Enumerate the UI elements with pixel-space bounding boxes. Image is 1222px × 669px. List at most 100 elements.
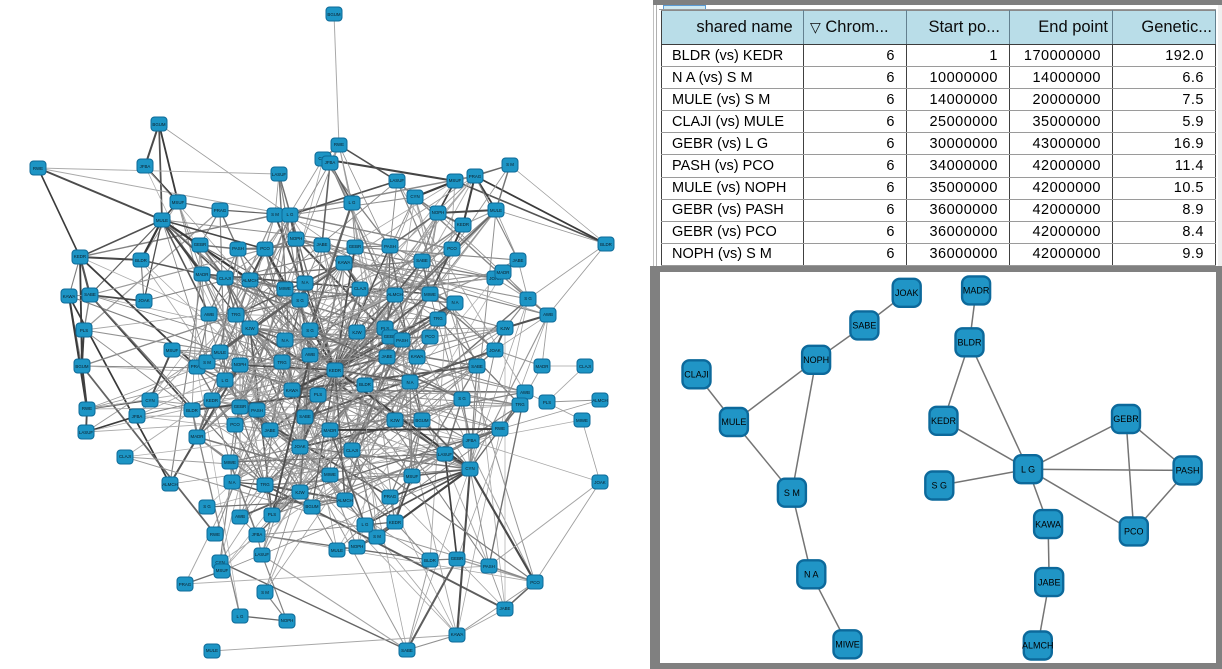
- svg-text:JABE: JABE: [265, 428, 276, 433]
- svg-text:MADR: MADR: [196, 272, 209, 277]
- svg-text:PCO: PCO: [260, 246, 270, 251]
- svg-text:KJW: KJW: [352, 330, 362, 335]
- svg-text:TRG: TRG: [231, 312, 241, 317]
- svg-text:AWB: AWB: [204, 312, 214, 317]
- svg-text:LASUF: LASUF: [438, 452, 452, 457]
- svg-text:PASH: PASH: [483, 564, 495, 569]
- svg-text:JOAK: JOAK: [294, 444, 306, 449]
- svg-text:TRG: TRG: [515, 402, 525, 407]
- svg-text:JOAK: JOAK: [489, 348, 501, 353]
- svg-text:KAWA: KAWA: [338, 260, 351, 265]
- svg-text:MIWE: MIWE: [424, 292, 436, 297]
- svg-text:N A: N A: [301, 280, 308, 285]
- svg-text:AWB: AWB: [235, 514, 245, 519]
- svg-text:SABE: SABE: [84, 292, 96, 297]
- svg-text:CYN: CYN: [465, 466, 474, 471]
- svg-text:S G: S G: [524, 296, 532, 301]
- svg-text:KAWA: KAWA: [411, 354, 424, 359]
- svg-text:JOAK: JOAK: [489, 276, 501, 281]
- svg-text:SABE: SABE: [416, 258, 428, 263]
- svg-text:CLAJI: CLAJI: [346, 448, 358, 453]
- svg-text:MADR: MADR: [324, 428, 337, 433]
- svg-text:GEBR: GEBR: [384, 334, 396, 339]
- svg-text:L G: L G: [349, 200, 356, 205]
- svg-text:LASUF: LASUF: [255, 552, 269, 557]
- svg-text:MULE: MULE: [206, 648, 218, 653]
- svg-text:RWE: RWE: [210, 532, 220, 537]
- svg-text:KEDR: KEDR: [329, 368, 341, 373]
- svg-text:LASUF: LASUF: [272, 172, 286, 177]
- svg-text:TRG: TRG: [433, 316, 443, 321]
- svg-text:PCO: PCO: [530, 580, 540, 585]
- svg-text:S G: S G: [306, 328, 314, 333]
- svg-text:NOPH: NOPH: [281, 618, 294, 623]
- svg-text:JOAK: JOAK: [594, 480, 606, 485]
- svg-text:JFBA: JFBA: [325, 160, 336, 165]
- svg-text:GEBR: GEBR: [451, 556, 463, 561]
- svg-text:MULE: MULE: [156, 218, 168, 223]
- svg-text:AWB: AWB: [543, 312, 553, 317]
- svg-text:JABE: JABE: [382, 354, 393, 359]
- svg-text:L G: L G: [362, 522, 369, 527]
- svg-text:LASUF: LASUF: [79, 430, 93, 435]
- svg-text:CLAJI: CLAJI: [579, 364, 591, 369]
- svg-text:BGUM: BGUM: [305, 504, 319, 509]
- svg-text:MADR: MADR: [536, 364, 549, 369]
- svg-text:L G: L G: [237, 614, 244, 619]
- svg-text:PRAG: PRAG: [469, 174, 482, 179]
- svg-text:JABE: JABE: [317, 242, 328, 247]
- svg-text:NOPH: NOPH: [290, 236, 303, 241]
- svg-text:NOPH: NOPH: [351, 544, 364, 549]
- svg-text:CYN: CYN: [215, 560, 224, 565]
- svg-text:L G: L G: [222, 378, 229, 383]
- svg-text:MSUF: MSUF: [406, 474, 419, 479]
- svg-text:MULE: MULE: [331, 548, 343, 553]
- svg-text:BGUM: BGUM: [75, 364, 89, 369]
- svg-text:S M: S M: [373, 534, 381, 539]
- svg-text:S M: S M: [271, 212, 279, 217]
- svg-text:S M: S M: [203, 360, 211, 365]
- svg-text:SABE: SABE: [401, 648, 413, 653]
- svg-text:PASH: PASH: [384, 244, 396, 249]
- svg-text:BLDR: BLDR: [424, 558, 436, 563]
- svg-text:PLS: PLS: [314, 392, 322, 397]
- svg-text:MSUF: MSUF: [449, 178, 462, 183]
- svg-text:KEDR: KEDR: [206, 398, 218, 403]
- svg-text:JFBA: JFBA: [252, 532, 263, 537]
- svg-text:N A: N A: [451, 300, 458, 305]
- svg-text:CLAJI: CLAJI: [119, 454, 131, 459]
- svg-text:PLS: PLS: [543, 400, 551, 405]
- svg-text:BGUM: BGUM: [152, 122, 166, 127]
- svg-text:PRAG: PRAG: [214, 208, 227, 213]
- svg-text:PASH: PASH: [251, 408, 263, 413]
- svg-text:MULE: MULE: [214, 350, 226, 355]
- svg-text:MADR: MADR: [191, 434, 204, 439]
- svg-text:N A: N A: [228, 480, 235, 485]
- svg-text:RWE: RWE: [82, 406, 92, 411]
- svg-text:S M: S M: [261, 590, 269, 595]
- svg-text:KAWA: KAWA: [286, 388, 299, 393]
- svg-text:GEBR: GEBR: [349, 244, 361, 249]
- svg-text:PRAG: PRAG: [384, 494, 397, 499]
- svg-text:KJW: KJW: [245, 326, 255, 331]
- svg-text:BLDR: BLDR: [135, 258, 147, 263]
- svg-text:KAWA: KAWA: [451, 632, 464, 637]
- svg-text:ALMCH: ALMCH: [592, 398, 607, 403]
- svg-text:N A: N A: [406, 380, 413, 385]
- svg-text:S G: S G: [458, 396, 466, 401]
- svg-text:PLS: PLS: [381, 326, 389, 331]
- svg-text:GEBR: GEBR: [194, 242, 206, 247]
- svg-text:KEDR: KEDR: [457, 222, 469, 227]
- svg-text:KJW: KJW: [390, 418, 400, 423]
- svg-text:BGUM: BGUM: [327, 12, 341, 17]
- svg-text:NOPH: NOPH: [432, 210, 445, 215]
- svg-text:CYN: CYN: [410, 194, 419, 199]
- svg-text:MIWE: MIWE: [324, 472, 336, 477]
- svg-text:SABE: SABE: [471, 364, 483, 369]
- svg-text:KJW: KJW: [500, 326, 510, 331]
- svg-text:MULE: MULE: [490, 208, 502, 213]
- svg-text:MIWE: MIWE: [224, 460, 236, 465]
- svg-text:BGUM: BGUM: [415, 418, 429, 423]
- svg-text:RWE: RWE: [33, 166, 43, 171]
- svg-text:ALMCH: ALMCH: [387, 292, 402, 297]
